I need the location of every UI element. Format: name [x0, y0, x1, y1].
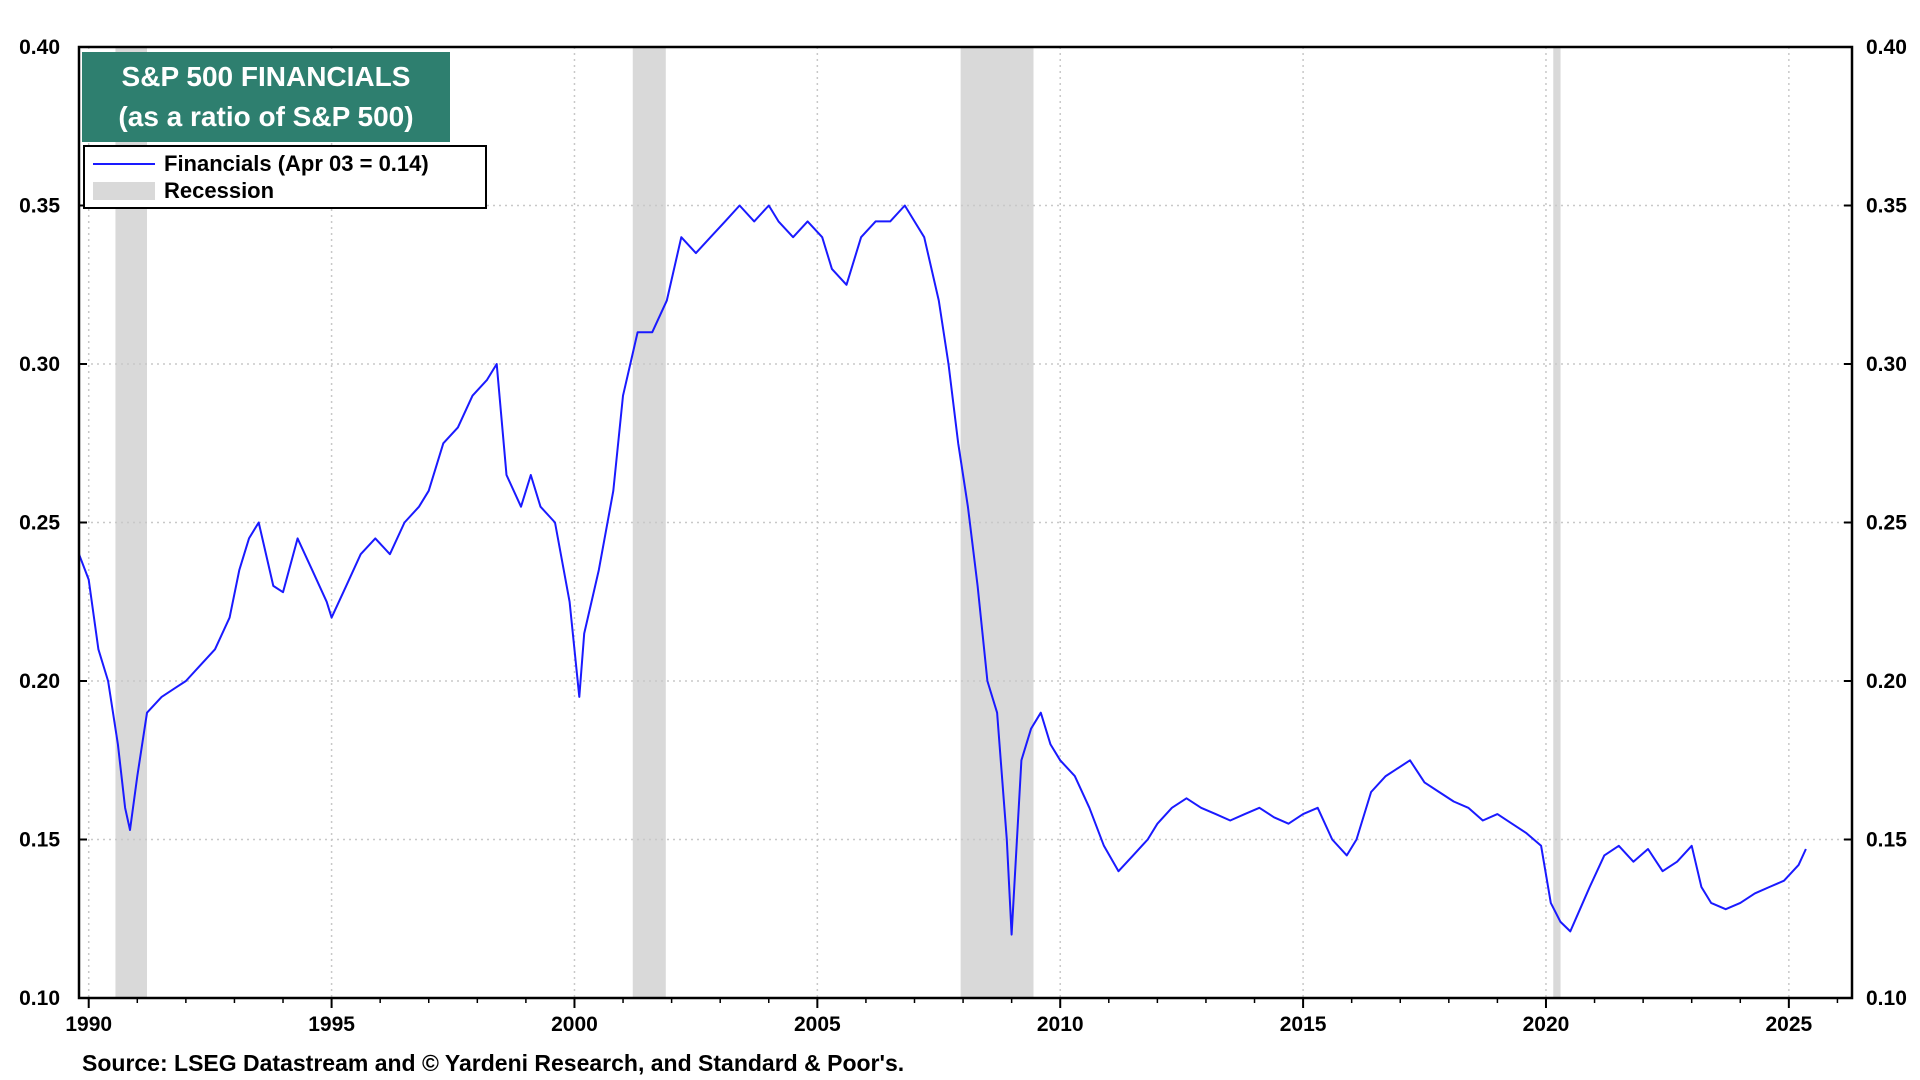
x-tick-label: 2000: [551, 1013, 598, 1036]
x-tick-label: 1995: [308, 1013, 355, 1036]
recession-swatch: [93, 182, 155, 200]
x-tick-label: 2020: [1523, 1013, 1570, 1036]
series-layer: [78, 204, 1807, 936]
y-tick-label-right: 0.20: [1866, 670, 1907, 693]
y-tick-label-left: 0.30: [19, 353, 60, 376]
y-axis-right: 0.10 0.15 0.20 0.25 0.30 0.35 0.40: [1844, 36, 1907, 1010]
legend-label-recession: Recession: [164, 178, 275, 203]
legend-item-financials: Financials (Apr 03 = 0.14): [85, 151, 429, 177]
y-axis-left: 0.10 0.15 0.20 0.25 0.30 0.35 0.40: [19, 36, 87, 1010]
gridlines: [79, 47, 1852, 998]
chart-title-box: S&P 500 FINANCIALS (as a ratio of S&P 50…: [82, 52, 450, 142]
y-tick-label-left: 0.20: [19, 670, 60, 693]
series-line-swatch: [93, 163, 155, 165]
y-tick-label-left: 0.40: [19, 36, 60, 59]
x-axis: 1990 1995 2000 2005 2010 2015 2020 2025: [65, 998, 1839, 1036]
x-tick-label: 1990: [65, 1013, 112, 1036]
y-tick-label-left: 0.10: [19, 987, 60, 1010]
x-tick-label: 2005: [794, 1013, 841, 1036]
source-note: Source: LSEG Datastream and © Yardeni Re…: [82, 1050, 905, 1076]
legend-label-financials: Financials (Apr 03 = 0.14): [164, 151, 429, 176]
y-tick-label-right: 0.15: [1866, 829, 1907, 852]
y-tick-label-right: 0.10: [1866, 987, 1907, 1010]
y-tick-label-right: 0.40: [1866, 36, 1907, 59]
y-tick-label-left: 0.25: [19, 512, 60, 535]
x-tick-label: 2015: [1280, 1013, 1327, 1036]
series-line-financials: [78, 204, 1807, 936]
chart-title-line-1: S&P 500 FINANCIALS: [121, 61, 411, 92]
legend-item-recession: Recession: [85, 178, 274, 204]
x-tick-label: 2025: [1765, 1013, 1812, 1036]
y-tick-label-right: 0.35: [1866, 195, 1907, 218]
y-tick-label-left: 0.15: [19, 829, 60, 852]
legend: Financials (Apr 03 = 0.14) Recession: [83, 145, 487, 209]
y-tick-label-right: 0.30: [1866, 353, 1907, 376]
x-tick-label: 2010: [1037, 1013, 1084, 1036]
y-tick-label-left: 0.35: [19, 195, 60, 218]
y-tick-label-right: 0.25: [1866, 512, 1907, 535]
chart-title-line-2: (as a ratio of S&P 500): [118, 101, 414, 132]
